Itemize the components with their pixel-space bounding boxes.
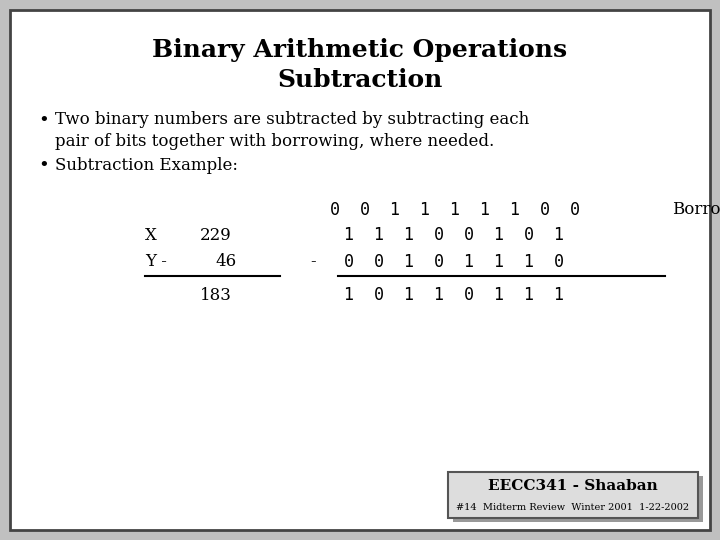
Text: Borrow: Borrow [672,201,720,219]
Text: 46: 46 [215,253,236,271]
Text: 183: 183 [200,287,232,303]
Text: Subtraction Example:: Subtraction Example: [55,157,238,173]
Text: Y -: Y - [145,253,167,271]
Text: 0  0  1  1  1  1  1  0  0: 0 0 1 1 1 1 1 0 0 [330,201,580,219]
FancyBboxPatch shape [453,476,703,522]
Text: X: X [145,226,157,244]
FancyBboxPatch shape [10,10,710,530]
Text: 1  0  1  1  0  1  1  1: 1 0 1 1 0 1 1 1 [344,286,564,304]
Text: EECC341 - Shaaban: EECC341 - Shaaban [488,479,658,493]
FancyBboxPatch shape [448,472,698,518]
Text: Two binary numbers are subtracted by subtracting each: Two binary numbers are subtracted by sub… [55,111,529,129]
Text: 1  1  1  0  0  1  0  1: 1 1 1 0 0 1 0 1 [344,226,564,244]
Text: Binary Arithmetic Operations: Binary Arithmetic Operations [153,38,567,62]
Text: #14  Midterm Review  Winter 2001  1-22-2002: #14 Midterm Review Winter 2001 1-22-2002 [456,503,690,511]
Text: pair of bits together with borrowing, where needed.: pair of bits together with borrowing, wh… [55,133,494,151]
Text: -: - [310,253,315,271]
Text: Subtraction: Subtraction [277,68,443,92]
Text: •: • [38,111,49,129]
Text: 0  0  1  0  1  1  1  0: 0 0 1 0 1 1 1 0 [344,253,564,271]
Text: 229: 229 [200,226,232,244]
Text: •: • [38,156,49,174]
